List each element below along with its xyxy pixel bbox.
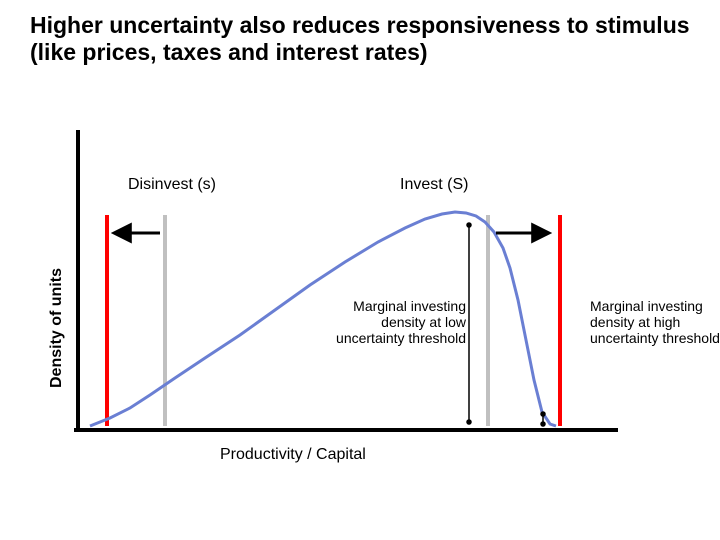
annot-high: Marginal investing density at high uncer… <box>590 298 720 346</box>
x-axis-label: Productivity / Capital <box>220 446 366 464</box>
label-invest: Invest (S) <box>400 176 468 194</box>
label-disinvest: Disinvest (s) <box>128 176 216 194</box>
annot-low: Marginal investing density at low uncert… <box>330 298 466 346</box>
y-axis-label: Density of units <box>48 268 66 388</box>
